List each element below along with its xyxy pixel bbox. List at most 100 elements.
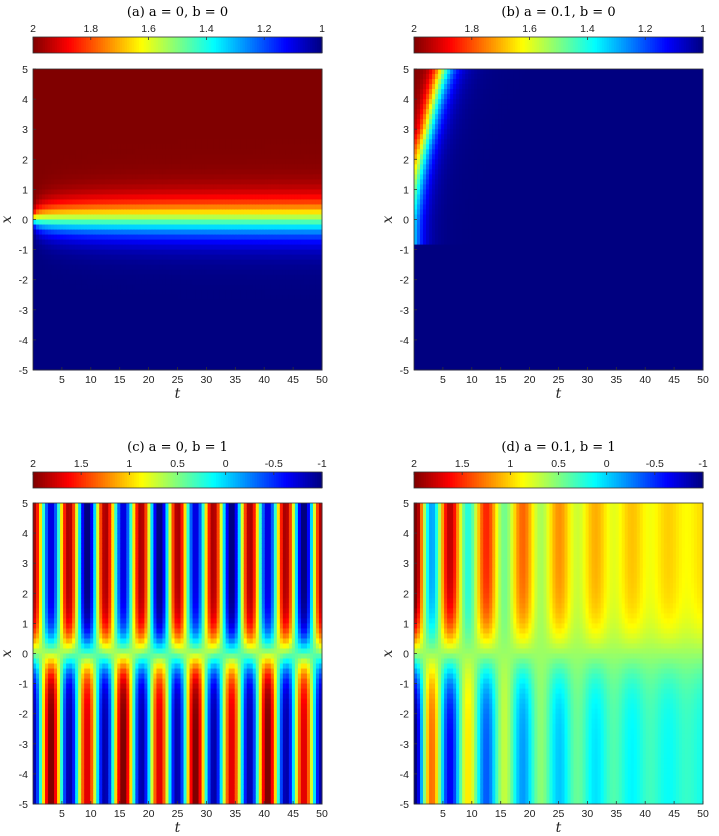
- heatmap-cell: [60, 250, 64, 256]
- heatmap-cell: [126, 119, 130, 125]
- heatmap-cell: [265, 240, 269, 246]
- heatmap-cell: [126, 179, 130, 185]
- heatmap-cell: [78, 350, 82, 356]
- heatmap-cell: [208, 84, 212, 90]
- heatmap-cell: [57, 230, 61, 236]
- heatmap-cell: [241, 189, 245, 195]
- heatmap-cell: [159, 74, 163, 80]
- heatmap-cell: [60, 144, 64, 150]
- heatmap-cell: [165, 129, 169, 135]
- heatmap-cell: [117, 139, 121, 145]
- heatmap-cell: [220, 94, 224, 100]
- heatmap-cell: [156, 114, 160, 120]
- heatmap-cell: [93, 119, 97, 125]
- heatmap-cell: [202, 194, 206, 200]
- heatmap-cell: [93, 174, 97, 180]
- heatmap-cell: [123, 220, 127, 226]
- heatmap-cell: [184, 330, 188, 336]
- heatmap-cell: [265, 199, 269, 205]
- heatmap-cell: [159, 345, 163, 351]
- heatmap-cell: [199, 84, 203, 90]
- heatmap-cell: [211, 124, 215, 130]
- heatmap-cell: [247, 169, 251, 175]
- heatmap-cell: [208, 189, 212, 195]
- heatmap-cell: [135, 189, 139, 195]
- heatmap-cell: [229, 159, 233, 165]
- heatmap-cell: [184, 250, 188, 256]
- heatmap-cell: [247, 295, 251, 301]
- heatmap-cell: [75, 84, 79, 90]
- heatmap-cell: [171, 189, 175, 195]
- heatmap-cell: [42, 360, 46, 366]
- heatmap-cell: [126, 305, 130, 311]
- heatmap-cell: [238, 325, 242, 331]
- heatmap-cell: [36, 69, 40, 75]
- heatmap-cell: [87, 265, 91, 271]
- heatmap-cell: [108, 250, 112, 256]
- heatmap-cell: [105, 84, 109, 90]
- heatmap-cell: [84, 350, 88, 356]
- heatmap-cell: [132, 159, 136, 165]
- heatmap-cell: [159, 84, 163, 90]
- heatmap-cell: [120, 189, 124, 195]
- heatmap-cell: [241, 179, 245, 185]
- heatmap-cell: [223, 245, 227, 251]
- heatmap-cell: [162, 345, 166, 351]
- heatmap-cell: [111, 280, 115, 286]
- heatmap-cell: [66, 235, 70, 241]
- heatmap-cell: [162, 79, 166, 85]
- heatmap-cell: [147, 245, 151, 251]
- heatmap-cell: [105, 355, 109, 361]
- heatmap-cell: [181, 230, 185, 236]
- heatmap-cell: [72, 285, 76, 291]
- heatmap-cell: [114, 79, 118, 85]
- heatmap-cell: [138, 179, 142, 185]
- heatmap-cell: [66, 184, 70, 190]
- heatmap-cell: [33, 360, 37, 366]
- heatmap-cell: [226, 275, 230, 281]
- heatmap-cell: [141, 109, 145, 115]
- heatmap-cell: [63, 179, 67, 185]
- heatmap-cell: [229, 225, 233, 231]
- heatmap-cell: [84, 149, 88, 155]
- heatmap-cell: [75, 109, 79, 115]
- heatmap-cell: [48, 305, 52, 311]
- heatmap-cell: [138, 350, 142, 356]
- heatmap-cell: [178, 204, 182, 210]
- heatmap-cell: [256, 144, 260, 150]
- heatmap-cell: [66, 119, 70, 125]
- heatmap-cell: [223, 189, 227, 195]
- heatmap-cell: [205, 109, 209, 115]
- heatmap-cell: [147, 260, 151, 266]
- heatmap-cell: [87, 345, 91, 351]
- heatmap-cell: [33, 285, 37, 291]
- heatmap-cell: [48, 169, 52, 175]
- heatmap-cell: [232, 285, 236, 291]
- heatmap-cell: [84, 99, 88, 105]
- heatmap-cell: [181, 270, 185, 276]
- heatmap-cell: [165, 220, 169, 226]
- heatmap-cell: [271, 114, 275, 120]
- heatmap-cell: [232, 189, 236, 195]
- heatmap-cell: [135, 285, 139, 291]
- heatmap-cell: [42, 235, 46, 241]
- heatmap-cell: [271, 164, 275, 170]
- colorbar-tick-label: 2: [30, 23, 36, 35]
- heatmap-cell: [262, 169, 266, 175]
- heatmap-cell: [51, 209, 55, 215]
- heatmap-cell: [156, 169, 160, 175]
- heatmap-cell: [69, 109, 73, 115]
- heatmap-cell: [66, 285, 70, 291]
- heatmap-cell: [147, 154, 151, 160]
- heatmap-cell: [114, 129, 118, 135]
- heatmap-cell: [111, 335, 115, 341]
- heatmap-cell: [244, 325, 248, 331]
- heatmap-cell: [226, 315, 230, 321]
- heatmap-cell: [126, 84, 130, 90]
- heatmap-cell: [208, 250, 212, 256]
- heatmap-cell: [48, 174, 52, 180]
- heatmap-cell: [69, 194, 73, 200]
- heatmap-cell: [102, 355, 106, 361]
- heatmap-cell: [63, 260, 67, 266]
- heatmap-cell: [247, 250, 251, 256]
